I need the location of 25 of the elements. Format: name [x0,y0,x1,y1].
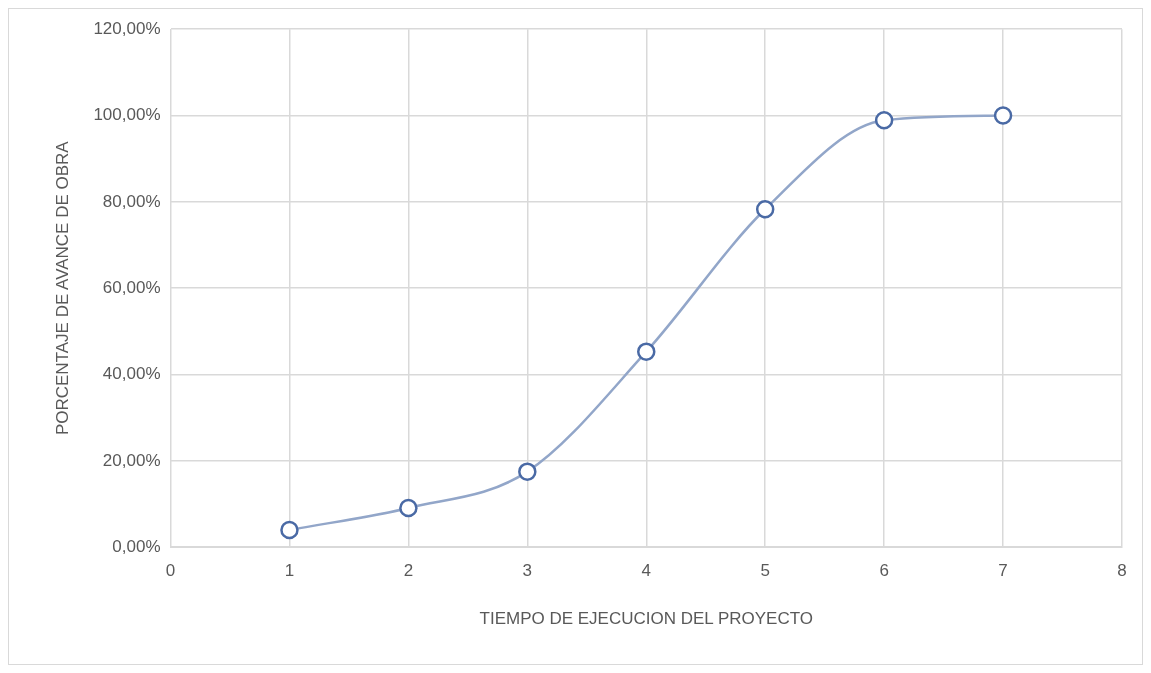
x-tick-label: 0 [165,561,176,581]
point [280,520,299,540]
y-tick-label: 0,00% [112,536,161,556]
x-axis-title: TIEMPO DE EJECUCION DEL PROYECTO [479,609,813,629]
y-axis-title: PORCENTAJE DE AVANCE DE OBRA [52,140,72,436]
x-tick-label: 3 [522,561,533,581]
point [637,342,656,361]
x-tick-label: 8 [1117,561,1127,581]
x-tick-label: 4 [641,561,651,581]
y-tick-label: 20,00% [102,450,161,470]
x-tick-label: 1 [284,561,295,581]
x-tick-label: 5 [760,561,770,581]
y-tick-label: 40,00% [102,364,161,384]
x-tick-label: 2 [403,561,414,581]
x-tick-label: 7 [998,561,1008,581]
point [993,106,1013,125]
y-tick-label: 120,00% [93,18,161,38]
point [874,111,894,130]
point [518,462,537,481]
y-tick-label: 80,00% [102,191,161,211]
y-tick-label: 60,00% [102,277,161,297]
y-tick-label: 100,00% [93,105,161,125]
point [755,199,775,219]
x-tick-label: 6 [879,561,889,581]
point [399,498,418,518]
